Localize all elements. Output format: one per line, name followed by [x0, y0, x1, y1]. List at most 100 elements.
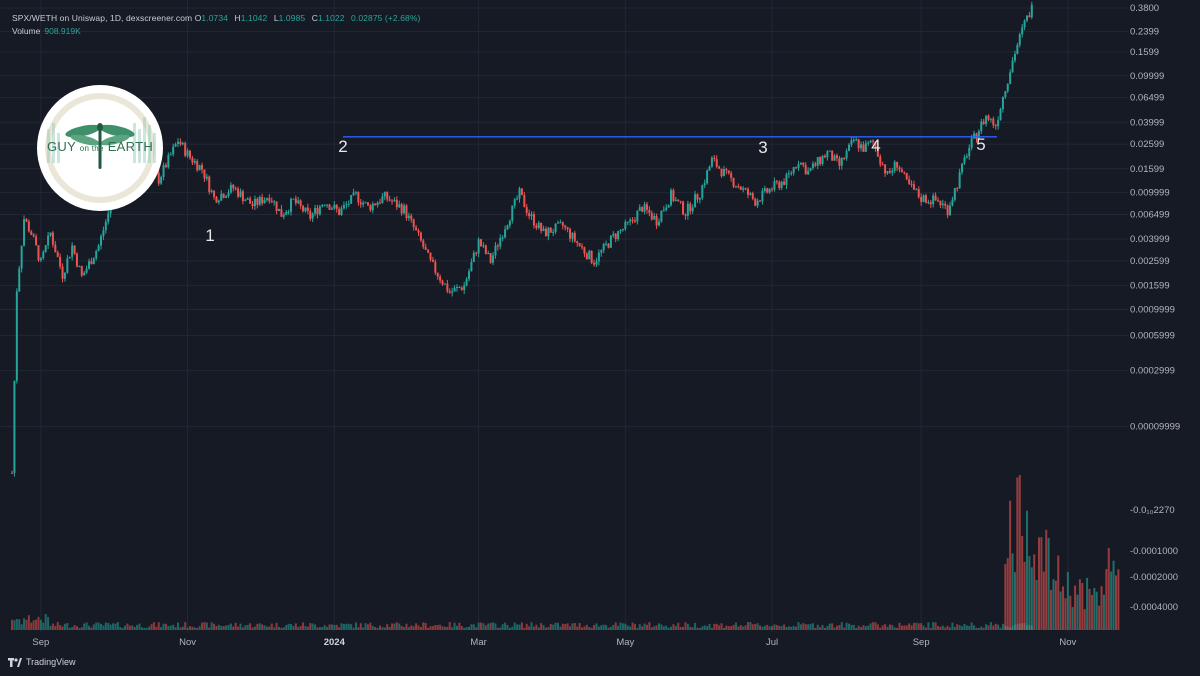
volume-bar: [246, 625, 249, 630]
candle-body: [282, 214, 285, 217]
price-tick-label: 0.0009999: [1130, 304, 1175, 315]
candle-body: [734, 186, 737, 188]
volume-bar: [1004, 564, 1007, 630]
candle-body: [213, 190, 216, 197]
volume-legend: Volume 908.919K: [12, 26, 81, 36]
candle-body: [785, 174, 788, 185]
volume-bar: [848, 623, 851, 630]
volume-bar: [484, 625, 487, 630]
volume-bar: [369, 622, 372, 630]
volume-bar: [13, 620, 16, 630]
volume-bar: [961, 626, 964, 630]
candle-body: [944, 203, 947, 206]
candle-body: [258, 196, 261, 205]
candle-body: [807, 170, 810, 175]
tradingview-icon: [8, 657, 22, 667]
volume-bar: [814, 627, 817, 630]
candle-body: [912, 184, 915, 190]
candle-body: [304, 207, 307, 212]
volume-bar: [987, 625, 990, 630]
candle-body: [323, 204, 326, 206]
volume-bar: [835, 625, 838, 630]
volume-bar: [342, 624, 345, 630]
candle-body: [569, 229, 572, 239]
volume-bar: [1076, 594, 1079, 630]
candle-body: [804, 165, 807, 175]
candle-body: [703, 183, 706, 186]
candle-body: [184, 143, 187, 156]
volume-bar: [208, 627, 211, 630]
volume-bar: [201, 622, 204, 630]
volume-bar: [181, 626, 184, 630]
volume-bar: [708, 623, 711, 630]
volume-bar: [189, 626, 192, 630]
ohlc-legend: SPX/WETH on Uniswap, 1D, dexscreener.com…: [12, 13, 421, 23]
volume-bar: [121, 627, 124, 630]
volume-bar: [482, 623, 485, 630]
candle-body: [778, 181, 781, 189]
volume-bar: [544, 627, 547, 630]
time-axis[interactable]: Sep Nov 2024 Mar May Jul Sep Nov: [32, 637, 1076, 648]
volume-bar: [23, 618, 26, 630]
volume-bar: [417, 625, 420, 630]
volume-bar: [419, 626, 422, 630]
candle-body: [292, 198, 295, 200]
volume-bar: [710, 627, 713, 630]
volume-bar: [133, 627, 136, 630]
candle-body: [915, 189, 918, 191]
volume-bar: [241, 627, 244, 630]
candle-body: [335, 204, 338, 209]
candle-body: [763, 188, 766, 191]
volume-bar: [624, 623, 627, 630]
candle-body: [561, 222, 564, 226]
volume-bar: [886, 626, 889, 630]
candle-body: [297, 200, 300, 204]
candle-body: [987, 115, 990, 120]
volume-bar: [32, 620, 35, 630]
volume-bar: [1013, 572, 1016, 630]
volume-bar: [11, 619, 14, 630]
volume-bar: [150, 624, 153, 630]
volume-bar: [763, 625, 766, 630]
candle-body: [787, 173, 790, 175]
volume-bar: [148, 626, 151, 630]
candle-body: [968, 147, 971, 157]
volume-bar: [819, 627, 822, 630]
candle-body: [321, 205, 324, 207]
candle-body: [56, 252, 59, 257]
price-axis[interactable]: 0.3800 0.2399 0.1599 0.09999 0.06499 0.03999 0…: [1130, 3, 1180, 432]
volume-bar: [18, 619, 21, 630]
volume-bar: [496, 627, 499, 630]
volume-bar: [1059, 591, 1062, 630]
volume-bar: [876, 624, 879, 630]
volume-bar: [583, 626, 586, 630]
volume-bar: [571, 623, 574, 630]
volume-bar: [407, 627, 410, 630]
volume-bar: [609, 626, 612, 630]
volume-bar: [881, 625, 884, 630]
volume-bar: [980, 626, 983, 630]
volume-bar: [600, 625, 603, 630]
candle-body: [381, 196, 384, 203]
volume-bar: [1062, 586, 1065, 630]
candle-body: [186, 150, 189, 156]
volume-bar: [638, 624, 641, 630]
candle-body: [660, 210, 663, 222]
candle-body: [532, 214, 535, 226]
volume-bar: [244, 625, 247, 630]
volume-bars: [11, 475, 1120, 630]
volume-label: Volume: [12, 26, 41, 36]
volume-bar: [821, 624, 824, 630]
volume-bar: [193, 627, 196, 630]
volume-bar: [520, 622, 523, 630]
candle-body: [47, 235, 50, 246]
volume-bar: [256, 623, 259, 630]
volume-bar: [929, 627, 932, 630]
volume-bar: [90, 627, 93, 630]
volume-bar: [410, 625, 413, 630]
candle-body: [823, 155, 826, 158]
volume-bar: [1114, 575, 1117, 630]
volume-bar: [896, 627, 899, 630]
tradingview-brand[interactable]: TradingView: [8, 657, 76, 667]
